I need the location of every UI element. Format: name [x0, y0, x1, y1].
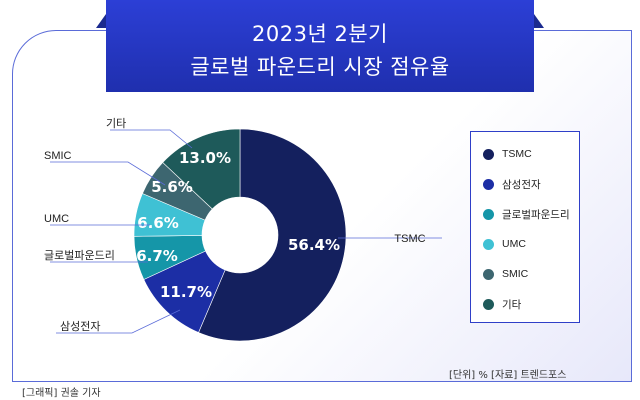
title-banner: 2023년 2분기 글로벌 파운드리 시장 점유율	[106, 0, 534, 92]
legend-label: SMIC	[502, 268, 529, 280]
unit-source-note: [단위] % [자료] 트렌드포스	[449, 370, 567, 381]
legend-swatch	[483, 238, 494, 250]
category-label-5: 기타	[106, 117, 126, 130]
legend-swatch	[483, 268, 494, 280]
callout-line-5	[110, 129, 193, 149]
legend-label: UMC	[502, 238, 526, 250]
callout-line-1	[56, 309, 181, 334]
banner-fold-right	[534, 14, 544, 28]
category-label-2: 글로벌파운드리	[44, 249, 115, 262]
category-label-4: SMIC	[44, 150, 72, 162]
chart-title-line1: 2023년 2분기	[252, 22, 388, 46]
donut-slice-0	[198, 128, 347, 342]
legend-item-tsmc: TSMC	[483, 147, 532, 161]
legend-swatch	[483, 178, 494, 190]
donut-slice-5	[162, 128, 241, 210]
legend-label: TSMC	[502, 148, 532, 160]
value-label-0: 56.4%	[288, 236, 340, 254]
legend-label: 글로벌파운드리	[502, 208, 570, 221]
legend-swatch	[483, 298, 494, 310]
category-label-3: UMC	[44, 213, 69, 225]
value-label-1: 11.7%	[160, 283, 212, 301]
category-label-0: TSMC	[394, 233, 425, 245]
legend-item-umc: UMC	[483, 237, 526, 251]
graphic-credit: [그래픽] 권솔 기자	[22, 388, 101, 399]
legend-swatch	[483, 208, 494, 220]
banner-fold-left	[96, 14, 106, 28]
legend: TSMC 삼성전자 글로벌파운드리 UMC SMIC 기타	[470, 131, 580, 323]
legend-item-other: 기타	[483, 297, 521, 311]
legend-item-globalfoundries: 글로벌파운드리	[483, 207, 570, 221]
legend-swatch	[483, 148, 494, 160]
legend-label: 삼성전자	[502, 178, 541, 191]
category-label-1: 삼성전자	[60, 320, 100, 333]
chart-title-line2: 글로벌 파운드리 시장 점유율	[190, 55, 450, 79]
value-label-3: 6.6%	[137, 214, 179, 232]
legend-label: 기타	[502, 298, 522, 311]
legend-item-samsung: 삼성전자	[483, 177, 541, 191]
callout-line-4	[50, 161, 166, 186]
legend-item-smic: SMIC	[483, 267, 528, 281]
value-label-2: 6.7%	[136, 247, 178, 265]
value-label-5: 13.0%	[179, 149, 231, 167]
